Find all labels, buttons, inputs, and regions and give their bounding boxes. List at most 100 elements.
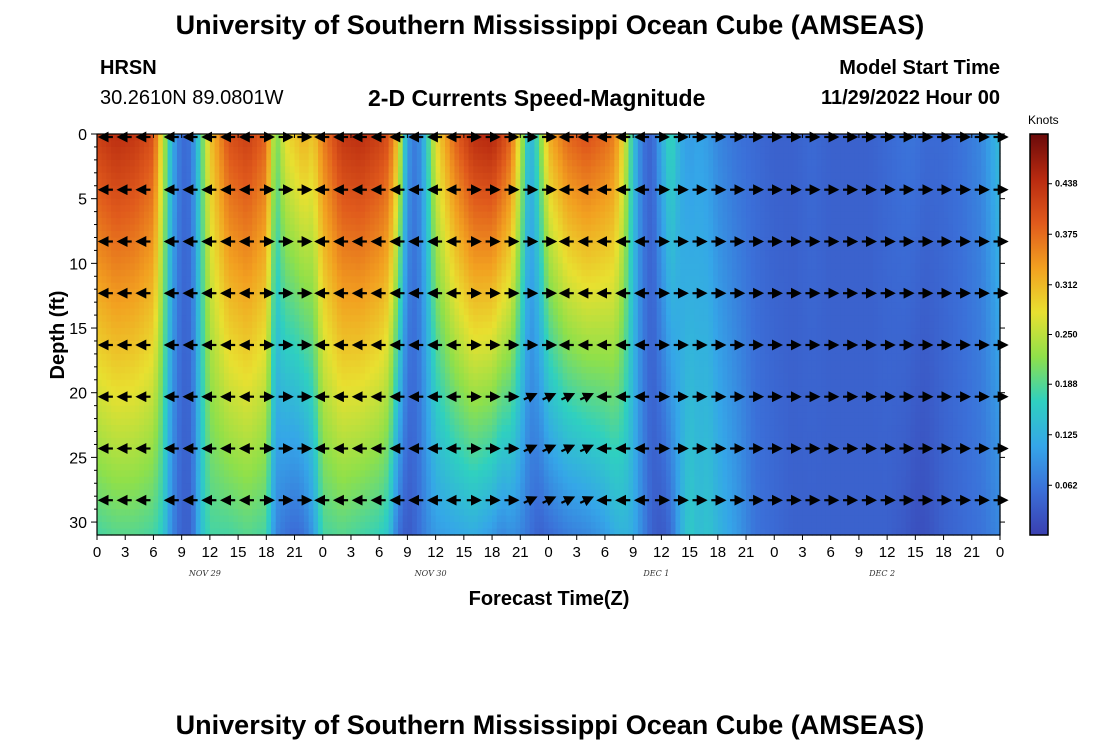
heatmap-cell	[619, 250, 625, 258]
heatmap-cell	[567, 231, 573, 239]
heatmap-cell	[289, 269, 296, 277]
heatmap-cell	[863, 146, 869, 155]
heatmap-cell	[604, 269, 611, 277]
heatmap-cell	[318, 198, 324, 206]
heatmap-cell	[840, 146, 846, 155]
heatmap-cell	[816, 282, 822, 290]
heatmap-cell	[308, 295, 314, 303]
heatmap-cell	[520, 185, 526, 193]
heatmap-cell	[647, 159, 653, 167]
heatmap-cell	[129, 134, 136, 142]
heatmap-cell	[209, 295, 216, 303]
heatmap-cell	[256, 231, 263, 239]
heatmap-cell	[755, 231, 761, 239]
heatmap-cell	[205, 146, 211, 155]
heatmap-cell	[383, 231, 390, 239]
heatmap-cell	[680, 153, 686, 161]
heatmap-cell	[934, 224, 940, 232]
heatmap-cell	[205, 179, 211, 187]
heatmap-cell	[628, 237, 634, 245]
heatmap-cell	[120, 243, 126, 252]
heatmap-cell	[252, 256, 258, 264]
heatmap-cell	[139, 295, 145, 303]
heatmap-cell	[703, 179, 709, 187]
heatmap-cell	[355, 282, 361, 290]
heatmap-cell	[129, 250, 136, 258]
heatmap-cell	[322, 276, 329, 284]
heatmap-cell	[633, 205, 639, 213]
heatmap-cell	[731, 256, 738, 264]
heatmap-cell	[482, 237, 488, 245]
heatmap-cell	[971, 179, 978, 187]
heatmap-cell	[736, 159, 742, 167]
heatmap-cell	[816, 205, 822, 213]
heatmap-cell	[125, 269, 131, 277]
heatmap-cell	[520, 166, 526, 174]
heatmap-cell	[976, 140, 982, 148]
heatmap-cell	[910, 146, 916, 155]
heatmap-cell	[256, 185, 263, 193]
heatmap-cell	[689, 140, 695, 148]
heatmap-cell	[275, 179, 282, 187]
heatmap-cell	[336, 159, 343, 167]
heatmap-cell	[873, 250, 879, 258]
heatmap-cell	[426, 159, 432, 167]
heatmap-cell	[750, 192, 757, 200]
heatmap-cell	[242, 172, 249, 180]
heatmap-cell	[468, 198, 474, 206]
heatmap-cell	[990, 289, 996, 297]
heatmap-cell	[840, 250, 846, 258]
heatmap-cell	[369, 276, 376, 284]
heatmap-cell	[727, 289, 733, 297]
heatmap-cell	[223, 276, 230, 284]
heatmap-cell	[797, 263, 804, 271]
heatmap-cell	[821, 237, 827, 245]
heatmap-cell	[492, 250, 498, 258]
heatmap-cell	[275, 250, 282, 258]
heatmap-cell	[684, 146, 691, 155]
heatmap-cell	[459, 140, 465, 148]
heatmap-cell	[600, 166, 606, 174]
heatmap-cell	[327, 198, 333, 206]
heatmap-cell	[379, 263, 385, 271]
heatmap-cell	[416, 146, 423, 155]
heatmap-cell	[976, 218, 982, 226]
heatmap-cell	[223, 179, 230, 187]
heatmap-cell	[313, 269, 319, 277]
heatmap-cell	[567, 276, 573, 284]
heatmap-cell	[191, 211, 197, 219]
heatmap-cell	[849, 231, 855, 239]
heatmap-cell	[374, 276, 380, 284]
heatmap-cell	[863, 269, 869, 277]
heatmap-cell	[967, 198, 973, 206]
heatmap-cell	[835, 263, 841, 271]
heatmap-cell	[416, 211, 423, 219]
heatmap-cell	[760, 276, 766, 284]
heatmap-cell	[416, 172, 423, 180]
heatmap-cell	[477, 218, 484, 226]
heatmap-cell	[755, 192, 761, 200]
heatmap-cell	[242, 250, 249, 258]
heatmap-cell	[985, 218, 992, 226]
heatmap-cell	[783, 198, 789, 206]
heatmap-cell	[205, 205, 211, 213]
heatmap-cell	[454, 224, 460, 232]
heatmap-cell	[623, 250, 630, 258]
heatmap-cell	[741, 211, 747, 219]
heatmap-cell	[943, 146, 949, 155]
heatmap-cell	[162, 218, 169, 226]
heatmap-cell	[176, 263, 183, 271]
heatmap-cell	[369, 198, 376, 206]
heatmap-cell	[524, 205, 531, 213]
heatmap-cell	[303, 218, 310, 226]
heatmap-cell	[346, 295, 352, 303]
heatmap-cell	[238, 198, 244, 206]
heatmap-cell	[256, 256, 263, 264]
heatmap-cell	[440, 295, 446, 303]
heatmap-cell	[148, 179, 155, 187]
heatmap-cell	[195, 134, 202, 142]
heatmap-cell	[97, 243, 103, 252]
heatmap-cell	[957, 172, 963, 180]
heatmap-cell	[322, 250, 329, 258]
heatmap-cell	[647, 172, 653, 180]
